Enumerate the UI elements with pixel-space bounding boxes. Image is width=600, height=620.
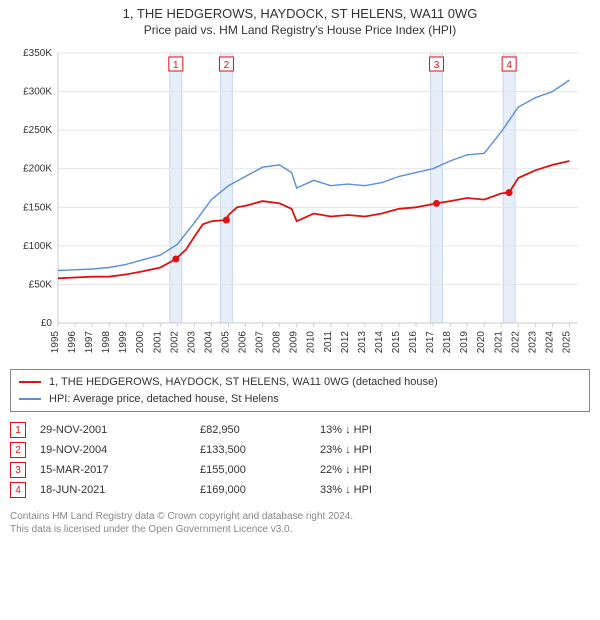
x-tick-label: 2007	[255, 331, 266, 354]
x-tick-label: 2014	[374, 331, 385, 354]
x-tick-label: 1998	[101, 331, 112, 354]
sale-band	[431, 53, 443, 323]
sale-row-price: £133,500	[200, 444, 320, 456]
x-tick-label: 1995	[50, 331, 61, 354]
x-tick-label: 2021	[493, 331, 504, 354]
x-tick-label: 2006	[238, 331, 249, 354]
sale-row-price: £169,000	[200, 484, 320, 496]
legend-label: 1, THE HEDGEROWS, HAYDOCK, ST HELENS, WA…	[49, 374, 438, 391]
y-tick-label: £250K	[23, 125, 52, 136]
x-tick-label: 2019	[459, 331, 470, 354]
x-tick-label: 2013	[357, 331, 368, 354]
y-tick-label: £350K	[23, 48, 52, 59]
x-tick-label: 2022	[510, 331, 521, 354]
sale-row-price: £82,950	[200, 424, 320, 436]
x-tick-label: 2000	[135, 331, 146, 354]
sale-row-date: 15-MAR-2017	[40, 464, 200, 476]
sales-table: 1 29-NOV-2001£82,95013% ↓ HPI 2 19-NOV-2004…	[10, 420, 590, 500]
sale-row-diff: 13% ↓ HPI	[320, 424, 440, 436]
x-tick-label: 2004	[203, 331, 214, 354]
sale-band	[170, 53, 182, 323]
legend-item: HPI: Average price, detached house, St H…	[19, 391, 581, 408]
sale-band-number: 3	[434, 60, 440, 71]
sale-row-marker: 4	[10, 482, 26, 498]
x-tick-label: 2003	[186, 331, 197, 354]
chart-svg: 1 2 3 4 £0 £50K £100K £150K £200K £250K £300K £350K…	[10, 43, 590, 363]
x-tick-label: 2017	[425, 331, 436, 354]
x-tick-label: 2002	[169, 331, 180, 354]
sale-row-diff: 23% ↓ HPI	[320, 444, 440, 456]
sale-row: 2 19-NOV-2004£133,50023% ↓ HPI	[10, 440, 590, 460]
x-tick-label: 2008	[272, 331, 283, 354]
legend: 1, THE HEDGEROWS, HAYDOCK, ST HELENS, WA…	[10, 369, 590, 412]
y-tick-label: £150K	[23, 202, 52, 213]
sale-row-price: £155,000	[200, 464, 320, 476]
footnote: Contains HM Land Registry data © Crown c…	[10, 510, 590, 536]
x-tick-label: 2009	[289, 331, 300, 354]
legend-swatch	[19, 381, 41, 383]
price-chart: 1 2 3 4 £0 £50K £100K £150K £200K £250K £300K £350K…	[10, 43, 590, 363]
y-tick-label: £300K	[23, 87, 52, 98]
x-tick-label: 2016	[408, 331, 419, 354]
x-tick-label: 2023	[527, 331, 538, 354]
page-subtitle: Price paid vs. HM Land Registry's House …	[0, 23, 600, 37]
x-tick-label: 2005	[220, 331, 231, 354]
sale-row-date: 18-JUN-2021	[40, 484, 200, 496]
x-tick-label: 2015	[391, 331, 402, 354]
x-tick-label: 2010	[306, 331, 317, 354]
x-tick-label: 2012	[340, 331, 351, 354]
x-tick-label: 2001	[152, 331, 163, 354]
sale-point	[433, 200, 440, 207]
y-tick-label: £50K	[29, 279, 53, 290]
page-title: 1, THE HEDGEROWS, HAYDOCK, ST HELENS, WA…	[0, 6, 600, 21]
sale-row: 1 29-NOV-2001£82,95013% ↓ HPI	[10, 420, 590, 440]
sale-row-diff: 33% ↓ HPI	[320, 484, 440, 496]
x-tick-label: 2025	[561, 331, 572, 354]
sale-row-marker: 3	[10, 462, 26, 478]
x-tick-label: 2024	[544, 331, 555, 354]
footnote-line-2: This data is licensed under the Open Gov…	[10, 523, 590, 536]
y-tick-label: £100K	[23, 241, 52, 252]
sale-row: 4 18-JUN-2021£169,00033% ↓ HPI	[10, 480, 590, 500]
x-tick-label: 2020	[476, 331, 487, 354]
y-tick-label: £0	[41, 318, 53, 329]
sale-row-marker: 1	[10, 422, 26, 438]
sale-row-date: 19-NOV-2004	[40, 444, 200, 456]
x-tick-label: 2018	[442, 331, 453, 354]
sale-point	[223, 217, 230, 224]
sale-band-number: 1	[173, 60, 179, 71]
sale-point	[172, 256, 179, 263]
x-tick-label: 1996	[67, 331, 78, 354]
x-tick-label: 2011	[323, 331, 334, 353]
sale-row-diff: 22% ↓ HPI	[320, 464, 440, 476]
y-tick-label: £200K	[23, 164, 52, 175]
sale-band-number: 2	[224, 60, 230, 71]
sale-band-number: 4	[506, 60, 512, 71]
sale-row-date: 29-NOV-2001	[40, 424, 200, 436]
legend-swatch	[19, 398, 41, 400]
x-tick-label: 1997	[84, 331, 95, 354]
sale-band	[503, 53, 515, 323]
footnote-line-1: Contains HM Land Registry data © Crown c…	[10, 510, 590, 523]
legend-label: HPI: Average price, detached house, St H…	[49, 391, 279, 408]
sale-point	[506, 189, 513, 196]
x-tick-label: 1999	[118, 331, 129, 354]
sale-row-marker: 2	[10, 442, 26, 458]
legend-item: 1, THE HEDGEROWS, HAYDOCK, ST HELENS, WA…	[19, 374, 581, 391]
sale-row: 3 15-MAR-2017£155,00022% ↓ HPI	[10, 460, 590, 480]
